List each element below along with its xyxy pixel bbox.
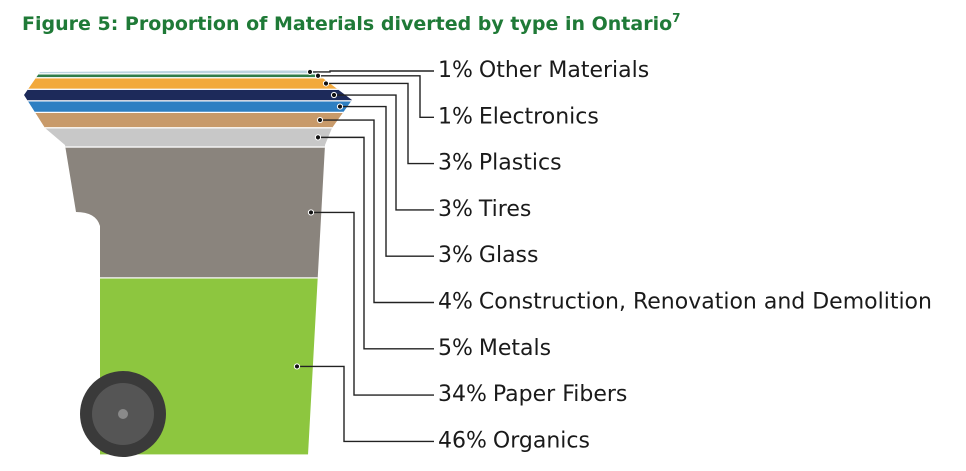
leader-line: [318, 75, 434, 118]
category-label: Paper Fibers: [493, 382, 627, 407]
label: 1% Electronics: [438, 104, 599, 129]
leader-dot: [314, 72, 322, 79]
category-label: Organics: [493, 428, 590, 453]
value-label: 34%: [438, 382, 487, 407]
leader-dot: [330, 91, 338, 99]
value-label: 3%: [438, 151, 473, 176]
title-text: Figure 5: Proportion of Materials divert…: [22, 13, 672, 35]
leader-line: [310, 70, 434, 73]
category-label: Construction, Renovation and Demolition: [479, 290, 932, 315]
value-label: 1%: [438, 104, 473, 129]
leader-dot: [336, 103, 344, 110]
wheel-hub: [118, 409, 128, 419]
leader-line: [297, 365, 434, 443]
label: 3% Plastics: [438, 151, 562, 176]
leader-dot: [322, 80, 330, 87]
label: 4% Construction, Renovation and Demolitio…: [438, 290, 932, 315]
leader-dot: [306, 68, 314, 76]
wheel: [80, 371, 166, 457]
value-label: 1%: [438, 58, 473, 83]
value-label: 5%: [438, 336, 473, 361]
value-label: 3%: [438, 243, 473, 268]
bin: [24, 70, 352, 455]
leader-dot: [307, 209, 315, 216]
category-label: Electronics: [479, 104, 599, 129]
label: 5% Metals: [438, 336, 551, 361]
leader-line: [311, 211, 434, 396]
label: 46% Organics: [438, 428, 590, 453]
category-label: Metals: [479, 336, 551, 361]
label: 34% Paper Fibers: [438, 382, 627, 407]
leader-line: [334, 94, 434, 211]
category-label: Plastics: [479, 151, 562, 176]
leader-line: [340, 105, 434, 257]
label: 1% Other Materials: [438, 58, 649, 83]
leader-dot: [293, 363, 301, 370]
label: 3% Tires: [438, 197, 531, 222]
value-label: 46%: [438, 428, 487, 453]
category-label: Tires: [478, 197, 531, 222]
chart-title: Figure 5: Proportion of Materials divert…: [22, 11, 681, 35]
leader-line: [326, 82, 434, 165]
leader-line: [320, 119, 434, 304]
title-note: 7: [672, 11, 680, 25]
value-label: 4%: [438, 290, 473, 315]
leader-line: [318, 136, 434, 350]
layer: [24, 70, 352, 75]
category-label: Other Materials: [479, 58, 649, 83]
label: 3% Glass: [438, 243, 538, 268]
leader-dot: [314, 134, 322, 141]
leader-dot: [316, 116, 324, 124]
category-label: Glass: [479, 243, 539, 268]
value-label: 3%: [438, 197, 473, 222]
